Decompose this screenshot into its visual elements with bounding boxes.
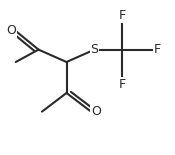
Text: F: F (119, 78, 126, 91)
Text: F: F (154, 43, 161, 56)
Text: O: O (91, 105, 101, 118)
Text: S: S (90, 43, 99, 56)
Text: F: F (119, 9, 126, 22)
Text: O: O (6, 24, 16, 38)
